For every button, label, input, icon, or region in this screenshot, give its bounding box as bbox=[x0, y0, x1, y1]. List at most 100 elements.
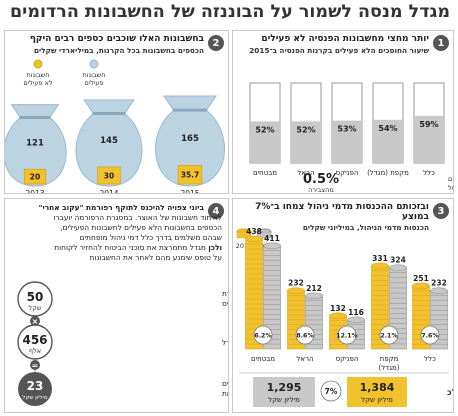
coin-top bbox=[389, 264, 407, 271]
coin-top bbox=[305, 292, 323, 300]
panel-number: 3 bbox=[433, 203, 449, 219]
money-bag bbox=[5, 117, 67, 187]
panel-title: ובזכותם ההכנסות מדמי ניהול צמחו ב־7% bbox=[255, 202, 429, 212]
fee-rate-label: מהצבירה bbox=[308, 186, 334, 194]
coin-top bbox=[287, 287, 305, 295]
bar-value-label: 52% bbox=[255, 125, 274, 134]
total-2015-unit: מיליון שקל bbox=[361, 396, 393, 404]
growth-label: 6.2% bbox=[254, 333, 271, 340]
growth-label: 7.6% bbox=[421, 333, 438, 340]
legend-swatch-inactive bbox=[33, 59, 43, 69]
bar bbox=[414, 115, 444, 163]
coin-top bbox=[329, 312, 347, 320]
legend-swatch-2015-body bbox=[236, 231, 252, 239]
value-2014-label: 411 bbox=[264, 234, 280, 243]
fee-rate-value: 0.5% bbox=[303, 172, 339, 187]
coin-top bbox=[263, 242, 281, 250]
value-2015-label: 331 bbox=[372, 254, 388, 263]
bar bbox=[291, 121, 321, 163]
bar-value-label: 54% bbox=[378, 124, 397, 133]
panel-inactive-share: 1 יותר מחצי מחשבונות הפנסיה לא פעילים שי… bbox=[232, 30, 454, 194]
category-label: כלל bbox=[423, 169, 435, 177]
reform-line-1: ביוני צפויה להיכנס לתוקף רפורמת "עקוב אח… bbox=[39, 203, 204, 213]
total-2015-box bbox=[347, 377, 407, 407]
bar-value-label: 53% bbox=[337, 125, 356, 134]
panel-number: 4 bbox=[208, 203, 224, 219]
value-2015-label: 438 bbox=[246, 227, 262, 236]
fee-per-client-value: 50 bbox=[27, 290, 44, 304]
fee-note-line1: החוסכים הלא פעילים משלמים bbox=[448, 175, 454, 183]
category-label: מבטחים bbox=[251, 355, 275, 363]
potential-income-value: 23 bbox=[27, 379, 44, 393]
panel-subtitle: הכנסות מדמי הניהול, במיליוני שקלים bbox=[302, 223, 429, 232]
money-bag-neck bbox=[10, 104, 60, 119]
panel-title: בחשבונות האלו שוכבים כספים רבים היקף bbox=[29, 34, 204, 44]
inactive-savers-unit: אלף bbox=[29, 347, 41, 355]
category-label: כלל bbox=[424, 355, 436, 363]
panel-subtitle: שיעור החוסכים הלא פעילים בקרנות הפנסיה ב… bbox=[249, 46, 429, 55]
fee-note-line2: דמי ניהול מקסימליים של bbox=[448, 184, 454, 192]
total-growth-label: 7% bbox=[325, 387, 338, 396]
totals-label: סה"כ bbox=[447, 388, 454, 397]
money-bag bbox=[155, 109, 225, 187]
bar bbox=[373, 119, 403, 163]
category-label: מקפת bbox=[380, 355, 399, 363]
inactive-portion bbox=[23, 168, 47, 185]
panel-subtitle: הכספים בחשבונות בכל הקרנות, במיליארדי שק… bbox=[33, 46, 204, 55]
potential-income-text: פוטנציאל ההכנסות לסוכנים bbox=[222, 379, 229, 388]
inactive-value-label: 35.7 bbox=[181, 171, 200, 180]
coin-top bbox=[245, 235, 263, 243]
bar-value-label: 52% bbox=[296, 125, 315, 134]
reform-line-5: ולכן מגדל מתמרצת את סוכני הביטוח להחזיר … bbox=[54, 243, 222, 253]
growth-badge bbox=[253, 325, 273, 345]
potential-income-unit: מיליון שקל bbox=[22, 394, 48, 401]
reform-headline: ביוני צפויה להיכנס לתוקף רפורמת "עקוב אח… bbox=[38, 203, 204, 212]
growth-label: 8.6% bbox=[296, 333, 313, 340]
coin-top bbox=[430, 287, 448, 295]
potential-income-text: שיחתמו על לקוחות bbox=[222, 389, 229, 398]
panel-assets: 2 בחשבונות האלו שוכבים כספים רבים היקף ה… bbox=[4, 30, 229, 194]
inactive-share-chart: 59% כלל 54% מקפת (מגדל) 53% הפניקס 52% הראל 52% מ… bbox=[249, 82, 454, 194]
year-label: 2015 bbox=[180, 189, 199, 194]
panel-number: 2 bbox=[208, 35, 224, 51]
fee-per-client-unit: שקל bbox=[29, 304, 42, 312]
fees-chart: 201420152322517.6%כלל3243312.1%מקפת(מגדל… bbox=[236, 227, 454, 407]
category-label: הראל bbox=[296, 355, 313, 363]
bar-value-label: 59% bbox=[419, 120, 438, 129]
year-label: 2013 bbox=[25, 189, 44, 194]
value-2014-label: 212 bbox=[306, 284, 322, 293]
legend-label-inactive: חשבונות bbox=[26, 71, 49, 79]
active-value-label: 145 bbox=[100, 136, 118, 146]
panel-title-line2: במוצע bbox=[402, 212, 429, 222]
inactive-value-label: 30 bbox=[104, 171, 114, 180]
total-2015-value: 1,384 bbox=[360, 381, 395, 394]
reform-line-3: הכספים בחשבונות הלא פעילים לחשבונות הפעי… bbox=[60, 223, 222, 232]
panel-number: 1 bbox=[433, 35, 449, 51]
category-label: הראל bbox=[297, 169, 314, 177]
panel-fees: 3 ובזכותם ההכנסות מדמי ניהול צמחו ב־7% ב… bbox=[232, 198, 454, 413]
active-value-label: 121 bbox=[26, 138, 44, 148]
money-bag-tie bbox=[19, 116, 51, 120]
fee-per-client-text: כל לקוח שיחתום על הטופס bbox=[222, 299, 229, 308]
inactive-savers-value: 456 bbox=[22, 333, 47, 347]
growth-badge bbox=[420, 325, 440, 345]
value-2014-label: 324 bbox=[390, 256, 406, 265]
active-value-label: 165 bbox=[181, 134, 199, 144]
inactive-value-label: 20 bbox=[30, 173, 40, 182]
category-label: הפניקס bbox=[336, 169, 359, 177]
legend-label-inactive: לא פעילים bbox=[23, 79, 52, 87]
multiply-glyph: × bbox=[32, 317, 39, 326]
total-2014-box bbox=[253, 377, 315, 407]
reform-line-4: שבהם משלמים בדרך כלל דמי ניהול מופחתים bbox=[79, 233, 222, 242]
reform-emphasis: ולכן bbox=[208, 243, 222, 252]
value-2015-label: 132 bbox=[330, 304, 346, 313]
infographic-title: מגדל מנסה לשמור על הבוננזה של החשבונות ה… bbox=[9, 2, 450, 22]
multiply-sign bbox=[30, 316, 40, 326]
inactive-portion bbox=[177, 164, 203, 185]
panel-title: יותר מחצי מחשבונות הפנסיה לא פעילים bbox=[261, 34, 429, 44]
value-2015-label: 251 bbox=[413, 274, 429, 283]
category-label: הפניקס bbox=[336, 355, 359, 363]
bar bbox=[250, 121, 280, 163]
